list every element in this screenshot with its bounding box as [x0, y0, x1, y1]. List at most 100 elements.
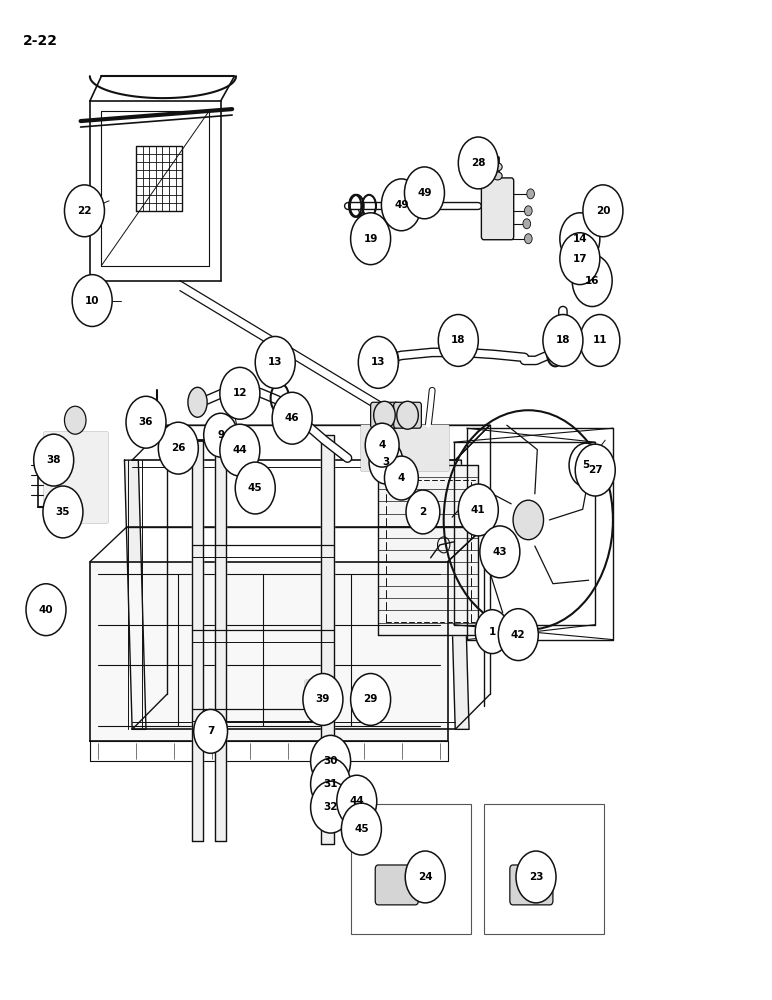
- Text: 28: 28: [471, 158, 486, 168]
- Text: 22: 22: [77, 206, 92, 216]
- FancyBboxPatch shape: [371, 402, 398, 428]
- Circle shape: [337, 775, 377, 827]
- Circle shape: [72, 275, 112, 326]
- Circle shape: [350, 674, 391, 725]
- Circle shape: [65, 185, 104, 237]
- Text: 31: 31: [323, 779, 338, 789]
- Circle shape: [381, 179, 422, 231]
- Text: 13: 13: [268, 357, 283, 367]
- Text: 38: 38: [46, 455, 61, 465]
- Circle shape: [369, 440, 403, 484]
- FancyBboxPatch shape: [375, 865, 418, 905]
- Text: 45: 45: [354, 824, 369, 834]
- Polygon shape: [378, 465, 479, 635]
- Text: 20: 20: [596, 206, 610, 216]
- FancyBboxPatch shape: [369, 351, 391, 367]
- Polygon shape: [90, 562, 448, 741]
- Circle shape: [273, 392, 312, 444]
- Text: 16: 16: [585, 276, 599, 286]
- Text: 11: 11: [593, 335, 607, 345]
- Text: 41: 41: [471, 505, 486, 515]
- Text: 44: 44: [232, 445, 247, 455]
- Text: 13: 13: [371, 357, 385, 367]
- Circle shape: [580, 315, 620, 366]
- Text: 27: 27: [588, 465, 602, 475]
- Circle shape: [220, 367, 260, 419]
- Circle shape: [303, 674, 343, 725]
- Polygon shape: [192, 440, 203, 841]
- Text: 24: 24: [418, 872, 432, 882]
- Polygon shape: [124, 460, 146, 729]
- Text: 1: 1: [489, 627, 496, 637]
- Text: 14: 14: [573, 234, 587, 244]
- Circle shape: [498, 609, 538, 661]
- Polygon shape: [44, 432, 107, 522]
- Circle shape: [560, 233, 600, 285]
- Polygon shape: [448, 460, 469, 729]
- Circle shape: [405, 167, 445, 219]
- Text: 49: 49: [394, 200, 408, 210]
- Circle shape: [569, 443, 603, 487]
- Polygon shape: [361, 425, 448, 470]
- Circle shape: [43, 486, 83, 538]
- Circle shape: [358, 336, 398, 388]
- Text: 3: 3: [382, 457, 390, 467]
- FancyBboxPatch shape: [351, 804, 471, 934]
- Circle shape: [516, 851, 556, 903]
- Circle shape: [459, 484, 498, 536]
- Circle shape: [480, 526, 520, 578]
- Polygon shape: [305, 680, 324, 697]
- Polygon shape: [215, 440, 226, 841]
- Circle shape: [204, 413, 238, 457]
- Text: 43: 43: [493, 547, 507, 557]
- Circle shape: [384, 456, 418, 500]
- Circle shape: [459, 137, 498, 189]
- Circle shape: [341, 803, 381, 855]
- Circle shape: [476, 610, 509, 654]
- Circle shape: [374, 401, 395, 429]
- Text: 32: 32: [323, 802, 338, 812]
- Circle shape: [310, 758, 350, 810]
- Text: 2-22: 2-22: [23, 34, 58, 48]
- Circle shape: [256, 336, 295, 388]
- Circle shape: [438, 315, 479, 366]
- Circle shape: [406, 490, 440, 534]
- Ellipse shape: [188, 387, 207, 417]
- Text: 18: 18: [556, 335, 571, 345]
- Circle shape: [365, 423, 399, 467]
- Text: 4: 4: [378, 440, 386, 450]
- Polygon shape: [320, 435, 334, 844]
- Circle shape: [405, 851, 445, 903]
- Circle shape: [527, 189, 534, 199]
- Text: 36: 36: [139, 417, 154, 427]
- FancyBboxPatch shape: [394, 402, 422, 428]
- Text: 4: 4: [398, 473, 405, 483]
- FancyBboxPatch shape: [485, 804, 604, 934]
- Circle shape: [310, 735, 350, 787]
- Ellipse shape: [493, 172, 502, 180]
- Circle shape: [583, 185, 623, 237]
- Text: 30: 30: [323, 756, 338, 766]
- FancyBboxPatch shape: [482, 178, 513, 240]
- Ellipse shape: [493, 163, 502, 171]
- Circle shape: [220, 424, 260, 476]
- Circle shape: [397, 401, 418, 429]
- Text: 2: 2: [419, 507, 427, 517]
- Text: 19: 19: [364, 234, 378, 244]
- Circle shape: [158, 422, 198, 474]
- Text: 12: 12: [232, 388, 247, 398]
- Text: 17: 17: [573, 254, 587, 264]
- Text: 5: 5: [582, 460, 590, 470]
- Circle shape: [523, 219, 530, 229]
- Text: 42: 42: [511, 630, 526, 640]
- Circle shape: [126, 396, 166, 448]
- FancyBboxPatch shape: [510, 865, 553, 905]
- Text: 45: 45: [248, 483, 262, 493]
- Text: 39: 39: [316, 694, 330, 704]
- Circle shape: [513, 500, 543, 540]
- Circle shape: [235, 462, 276, 514]
- Text: 35: 35: [56, 507, 70, 517]
- Circle shape: [350, 213, 391, 265]
- Circle shape: [310, 781, 350, 833]
- Text: 18: 18: [451, 335, 466, 345]
